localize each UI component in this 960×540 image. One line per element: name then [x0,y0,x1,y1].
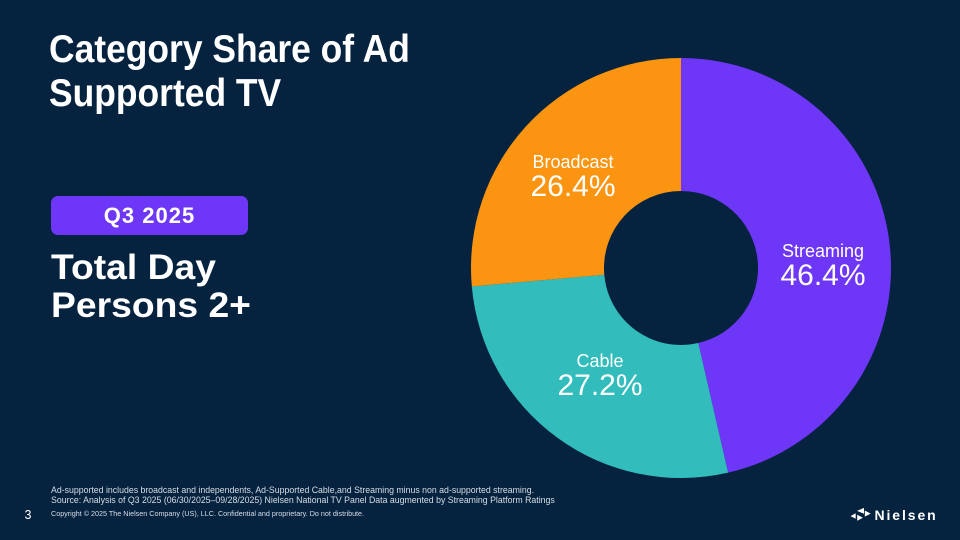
svg-text:Nielsen: Nielsen [875,507,938,523]
